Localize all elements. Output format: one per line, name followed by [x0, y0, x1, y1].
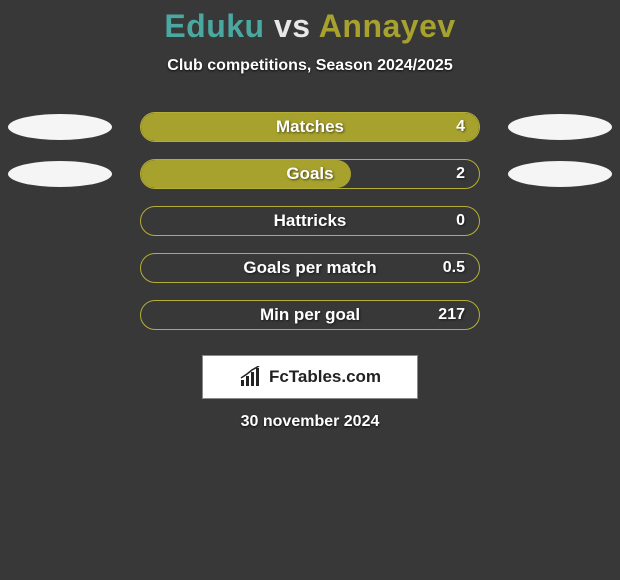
stat-row: Goals2 — [0, 158, 620, 190]
stat-bar: Hattricks0 — [140, 206, 480, 236]
stat-row: Hattricks0 — [0, 205, 620, 237]
stat-bar: Goals2 — [140, 159, 480, 189]
player1-ellipse — [8, 161, 112, 187]
footer-date: 30 november 2024 — [0, 413, 620, 431]
stat-value: 2 — [456, 160, 465, 188]
stat-bar: Goals per match0.5 — [140, 253, 480, 283]
chart-icon — [239, 366, 263, 388]
subtitle: Club competitions, Season 2024/2025 — [0, 57, 620, 75]
player2-name: Annayev — [319, 8, 456, 44]
stat-value: 0 — [456, 207, 465, 235]
stat-label: Min per goal — [141, 301, 479, 329]
stat-bar-fill — [141, 160, 351, 188]
title: Eduku vs Annayev — [0, 8, 620, 45]
player2-ellipse — [508, 161, 612, 187]
stat-bar-fill — [141, 113, 479, 141]
player2-ellipse — [508, 114, 612, 140]
stat-bar: Min per goal217 — [140, 300, 480, 330]
vs-text: vs — [274, 8, 311, 44]
brand-text: FcTables.com — [269, 367, 381, 387]
player1-name: Eduku — [164, 8, 264, 44]
stat-label: Goals per match — [141, 254, 479, 282]
stat-row: Goals per match0.5 — [0, 252, 620, 284]
comparison-card: Eduku vs Annayev Club competitions, Seas… — [0, 0, 620, 580]
stat-value: 217 — [438, 301, 465, 329]
stat-label: Hattricks — [141, 207, 479, 235]
stat-row: Matches4 — [0, 111, 620, 143]
player1-ellipse — [8, 114, 112, 140]
stat-bar: Matches4 — [140, 112, 480, 142]
stat-row: Min per goal217 — [0, 299, 620, 331]
stat-rows: Matches4Goals2Hattricks0Goals per match0… — [0, 111, 620, 331]
brand-logo[interactable]: FcTables.com — [202, 355, 418, 399]
stat-value: 0.5 — [443, 254, 465, 282]
